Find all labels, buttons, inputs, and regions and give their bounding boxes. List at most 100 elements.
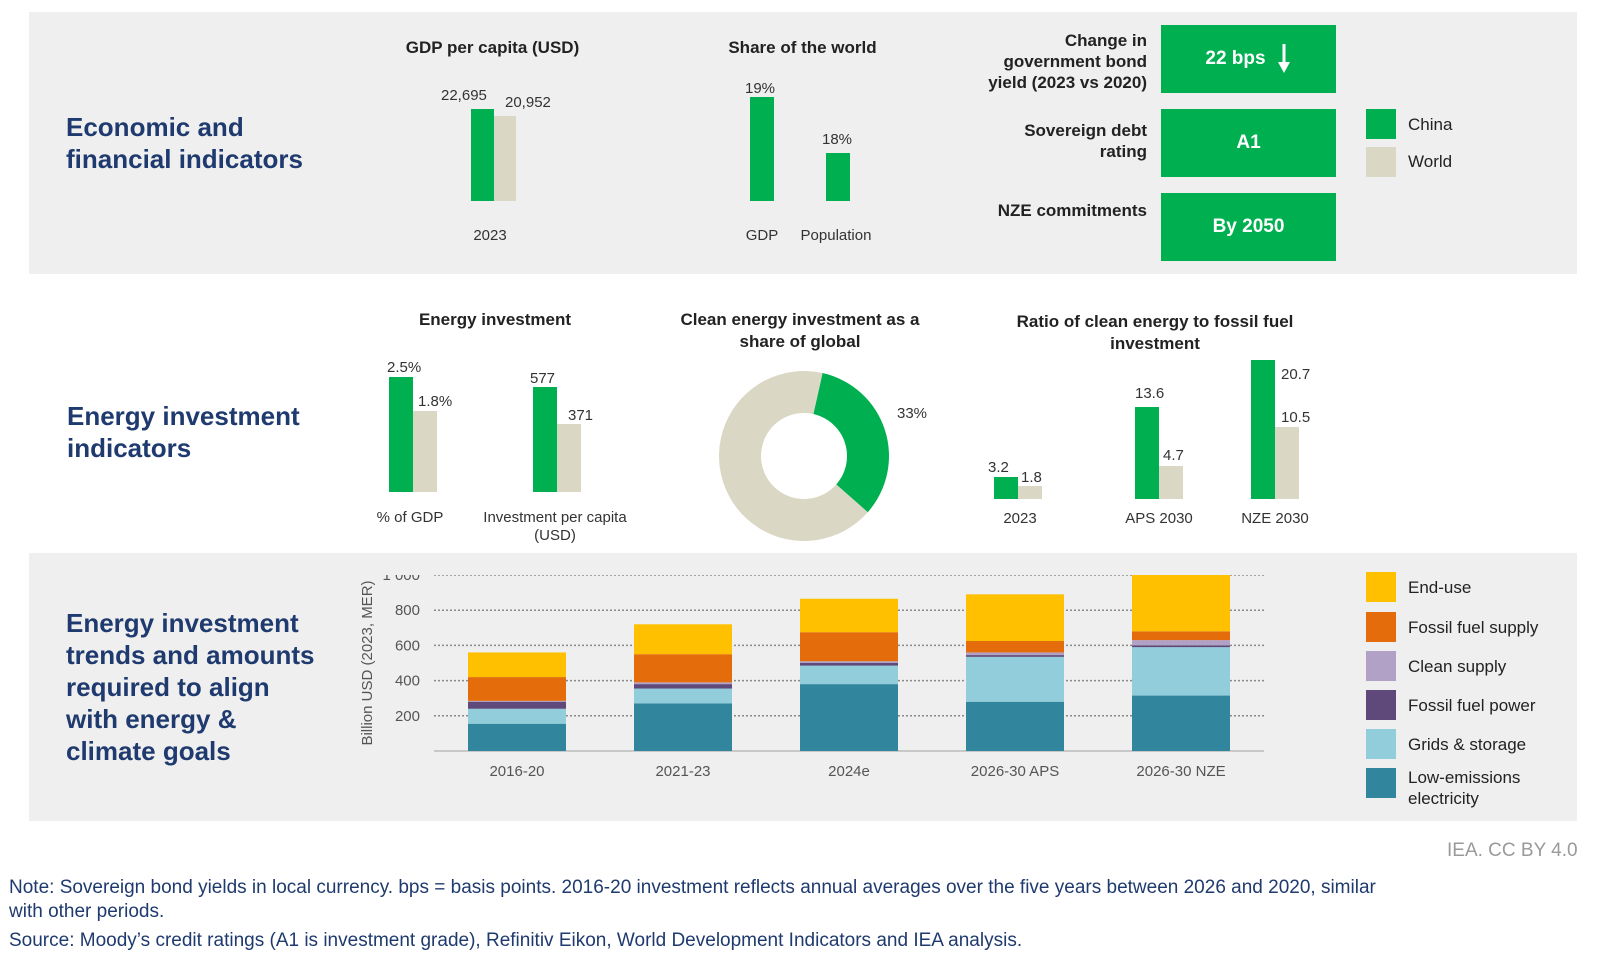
data-label-invest-gdp-world: 1.8%	[418, 393, 453, 410]
kpi-label-nze: NZE commitments	[997, 201, 1147, 220]
bar-segment-end-use	[1132, 575, 1230, 632]
chart-title-energy-investment: Energy investment	[418, 310, 572, 329]
legend-swatch	[1366, 690, 1396, 720]
data-label-invest-gdp-china: 2.5%	[387, 359, 422, 376]
legend-label: Grids & storage	[1408, 735, 1527, 754]
legend-label-china: China	[1408, 115, 1453, 134]
y-tick-label: 1 000	[382, 575, 420, 584]
bar-ratio-2023-china	[994, 477, 1018, 499]
y-tick-label: 400	[395, 673, 420, 690]
data-label-gdp-per-capita-world: 20,952	[505, 94, 551, 111]
data-label-ratio-aps-world: 4.7	[1163, 447, 1184, 464]
section-title-trends: Energy investment trends and amounts req…	[66, 608, 315, 766]
bar-invest-gdp-world	[413, 411, 437, 492]
y-axis-label: Billion USD (2023, MER)	[360, 580, 376, 745]
bar-segment-low-emissions-electricity	[634, 703, 732, 751]
category-label-ratio-nze: NZE 2030	[1241, 510, 1309, 527]
bar-ratio-nze-world	[1275, 427, 1299, 499]
data-label-ratio-aps-china: 13.6	[1135, 385, 1165, 402]
chart-title-clean-share: Clean energy investment as a share of gl…	[680, 310, 920, 351]
x-tick-label: 2016-20	[489, 763, 544, 780]
bar-segment-end-use	[800, 598, 898, 633]
legend-swatch	[1366, 572, 1396, 602]
data-label-gdp-per-capita-china: 22,695	[441, 87, 487, 104]
donut-slice-rest	[719, 371, 868, 541]
kpi-box-nze: By 2050	[1161, 193, 1336, 261]
bar-segment-grids-storage	[966, 656, 1064, 702]
data-label-clean-share: 33%	[897, 405, 928, 422]
bar-segment-low-emissions-electricity	[1132, 695, 1230, 751]
bar-segment-fossil-fuel-power	[800, 663, 898, 666]
bar-segment-grids-storage	[634, 688, 732, 704]
bar-segment-end-use	[634, 624, 732, 655]
down-arrow-icon	[1277, 44, 1290, 73]
category-label-population: Population	[800, 227, 872, 244]
bar-gdp-per-capita-china	[471, 109, 494, 201]
data-label-ratio-nze-china: 20.7	[1281, 366, 1311, 383]
y-tick-label: 600	[395, 637, 420, 654]
bar-share-gdp	[750, 97, 774, 201]
stacked-bar-chart: 200 400 600 800 1 000 Billion USD (2023, MER)…	[360, 575, 1264, 780]
bar-segment-grids-storage	[1132, 647, 1230, 696]
legend-swatch	[1366, 651, 1396, 681]
bar-segment-fossil-fuel-power	[966, 655, 1064, 657]
donut-chart	[719, 371, 889, 541]
legend-label-world: World	[1408, 152, 1453, 171]
x-tick-label: 2021-23	[655, 763, 710, 780]
category-label-pct-gdp: % of GDP	[376, 509, 444, 526]
chart-title-ratio: Ratio of clean energy to fossil fuel inv…	[1016, 312, 1294, 353]
bar-segment-clean-supply	[966, 652, 1064, 656]
bar-segment-fossil-fuel-power	[634, 684, 732, 689]
data-label-share-gdp: 19%	[745, 80, 776, 97]
bar-segment-end-use	[966, 594, 1064, 641]
bar-segment-low-emissions-electricity	[966, 701, 1064, 751]
y-tick-label: 800	[395, 602, 420, 619]
legend-swatch	[1366, 729, 1396, 759]
kpi-box-bond-yield: 22 bps	[1161, 25, 1336, 93]
data-label-ratio-2023-china: 3.2	[988, 459, 1009, 476]
chart-title-gdp-per-capita: GDP per capita (USD)	[405, 38, 580, 57]
bar-segment-fossil-fuel-power	[468, 701, 566, 709]
legend-label: Fossil fuel power	[1408, 696, 1536, 715]
bar-invest-capita-world	[557, 424, 581, 492]
bar-invest-capita-china	[533, 387, 557, 492]
x-tick-label: 2026-30 APS	[971, 763, 1059, 780]
section-title-investment: Energy investment indicators	[67, 401, 300, 463]
chart-title-share-of-world: Share of the world	[728, 38, 877, 57]
bar-segment-clean-supply	[634, 682, 732, 685]
bar-segment-fossil-fuel-supply	[800, 632, 898, 662]
legend-label: Fossil fuel supply	[1408, 618, 1539, 637]
data-label-share-population: 18%	[822, 131, 853, 148]
bar-ratio-aps-world	[1159, 466, 1183, 499]
bar-segment-clean-supply	[1132, 640, 1230, 646]
kpi-label-bond-yield: Change in government bond yield (2023 vs…	[988, 31, 1147, 92]
bar-invest-gdp-china	[389, 377, 413, 492]
bar-segment-end-use	[468, 652, 566, 678]
category-label-ratio-2023: 2023	[1003, 510, 1037, 527]
kpi-value-bond-yield: 22 bps	[1205, 48, 1266, 69]
bar-share-population	[826, 153, 850, 201]
bar-ratio-aps-china	[1135, 407, 1159, 499]
bar-segment-grids-storage	[800, 665, 898, 685]
bar-segment-low-emissions-electricity	[800, 684, 898, 751]
bar-ratio-nze-china	[1251, 360, 1275, 499]
category-label-invest-capita: Investment per capita (USD)	[483, 509, 627, 544]
bar-segment-grids-storage	[468, 708, 566, 724]
bar-segment-fossil-fuel-supply	[966, 641, 1064, 653]
category-label-2023: 2023	[473, 227, 507, 244]
bar-segment-fossil-fuel-supply	[634, 654, 732, 683]
legend-swatch	[1366, 612, 1396, 642]
bar-segment-clean-supply	[800, 661, 898, 663]
legend-swatch-world	[1366, 147, 1396, 177]
x-tick-label: 2026-30 NZE	[1136, 763, 1225, 780]
data-label-ratio-2023-world: 1.8	[1021, 469, 1042, 486]
x-tick-label: 2024e	[828, 763, 870, 780]
category-label-gdp: GDP	[745, 227, 779, 244]
source-text: Source: Moody’s credit ratings (A1 is in…	[9, 930, 1023, 951]
data-label-invest-capita-world: 371	[568, 407, 594, 424]
bar-segment-clean-supply	[468, 700, 566, 702]
legend-label: Low-emissions electricity	[1408, 768, 1521, 808]
data-label-invest-capita-china: 577	[530, 370, 556, 387]
legend-label: End-use	[1408, 578, 1472, 597]
kpi-value-nze: By 2050	[1212, 216, 1285, 237]
